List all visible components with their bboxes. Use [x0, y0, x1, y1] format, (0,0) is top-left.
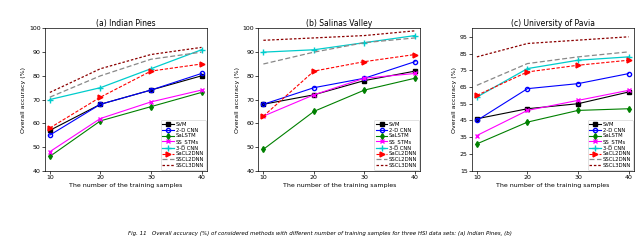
X-axis label: The number of the training samples: The number of the training samples — [282, 182, 396, 187]
Y-axis label: Overall accuracy (%): Overall accuracy (%) — [21, 67, 26, 132]
Legend: SVM, 2-D CNN, SaLSTM, SS_STMs, 3-D CNN, SaCL2DNN, SSCL2DNN, SSCL3DNN: SVM, 2-D CNN, SaLSTM, SS_STMs, 3-D CNN, … — [588, 120, 632, 170]
Legend: SVM, 2-D CNN, SaLSTM, SS_STMs, 3-D CNN, SaCL2DNN, SSCL2DNN, SSCL3DNN: SVM, 2-D CNN, SaLSTM, SS_STMs, 3-D CNN, … — [161, 120, 205, 170]
Y-axis label: Overall accuracy (%): Overall accuracy (%) — [235, 67, 240, 132]
Title: (b) Salinas Valley: (b) Salinas Valley — [306, 19, 372, 28]
X-axis label: The number of the training samples: The number of the training samples — [496, 182, 609, 187]
Y-axis label: Overall accuracy (%): Overall accuracy (%) — [452, 67, 457, 132]
Text: Fig. 11   Overall accuracy (%) of considered methods with different number of tr: Fig. 11 Overall accuracy (%) of consider… — [128, 231, 512, 236]
Title: (c) University of Pavia: (c) University of Pavia — [511, 19, 595, 28]
Legend: SVM, 2-D CNN, SaLSTM, SS_STMs, 3-D CNN, SaCL2DNN, SSCL2DNN, SSCL3DNN: SVM, 2-D CNN, SaLSTM, SS_STMs, 3-D CNN, … — [374, 120, 419, 170]
Title: (a) Indian Pines: (a) Indian Pines — [96, 19, 156, 28]
X-axis label: The number of the training samples: The number of the training samples — [69, 182, 182, 187]
